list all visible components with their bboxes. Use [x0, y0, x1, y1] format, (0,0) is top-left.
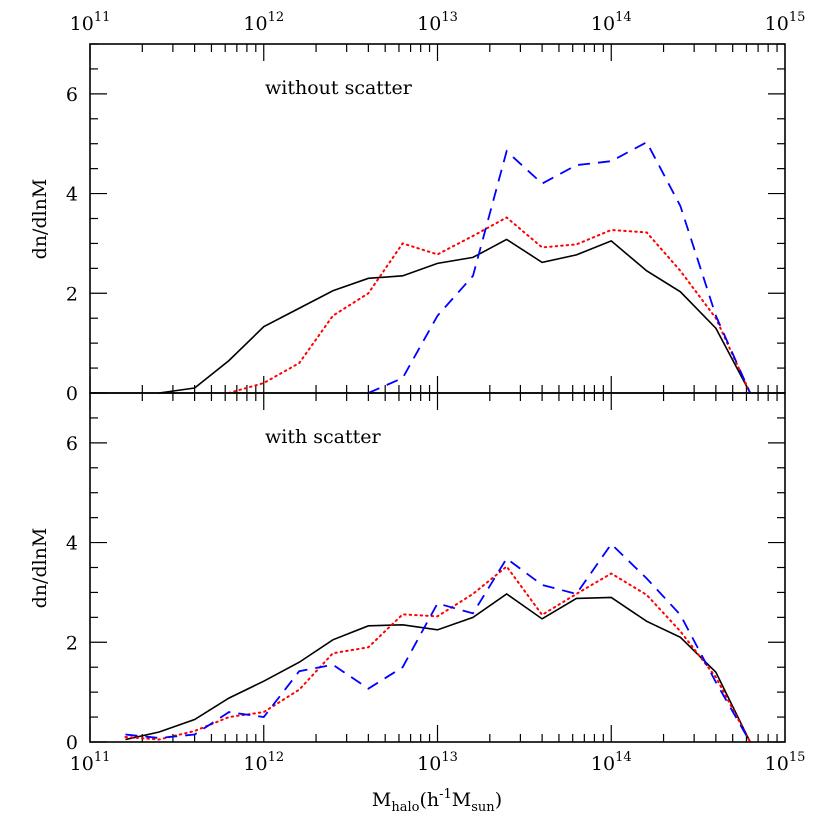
x-tick-label: 1013: [417, 750, 458, 775]
series-line-dotted: [124, 565, 752, 743]
x-tick-label: 1011: [70, 10, 111, 35]
x-tick-label: 1015: [765, 10, 806, 35]
x-tick-label: 1014: [591, 750, 632, 775]
x-tick-label: 1012: [243, 10, 284, 35]
series-line-solid: [159, 238, 751, 394]
bottom-panel-ticks: [89, 392, 785, 743]
x-axis-label-m: M: [372, 789, 391, 811]
x-axis-label: Mhalo(h-1Msun): [372, 787, 502, 815]
y-tick-label: 0: [66, 383, 78, 405]
bottom-x-tick-labels: 1011 1012 1013 1014 1015: [70, 750, 806, 775]
bottom-panel-y-tick-labels: 0 2 4 6: [66, 433, 78, 754]
bottom-panel-series: [124, 542, 752, 743]
y-tick-label: 6: [66, 433, 78, 455]
y-tick-label: 2: [66, 283, 78, 305]
x-tick-label: 1014: [591, 10, 632, 35]
top-panel: 0 2 4 6 1011 1012 1013 1014 1015 without scatte…: [29, 10, 805, 405]
y-tick-label: 4: [66, 533, 78, 555]
series-line-dashed: [125, 542, 751, 743]
y-tick-label: 2: [66, 632, 78, 654]
x-axis-label-sup: -1: [439, 787, 452, 802]
top-panel-y-tick-labels: 0 2 4 6: [66, 84, 78, 405]
x-axis-label-close: ): [495, 789, 502, 811]
series-line-solid: [125, 592, 751, 743]
x-tick-label: 1015: [765, 750, 806, 775]
y-tick-label: 6: [66, 84, 78, 106]
top-x-tick-labels: 1011 1012 1013 1014 1015: [70, 10, 806, 35]
top-panel-ticks: [89, 43, 785, 394]
bottom-panel-y-axis-label: dn/dlnM: [29, 528, 51, 609]
bottom-panel-frame: [89, 392, 786, 743]
top-panel-frame: [89, 43, 786, 394]
y-tick-label: 4: [66, 184, 78, 206]
series-line-dashed: [368, 141, 751, 394]
top-panel-annotation: without scatter: [265, 77, 413, 99]
x-tick-label: 1013: [417, 10, 458, 35]
bottom-panel-annotation: with scatter: [265, 426, 381, 448]
x-axis-label-m2: M: [452, 789, 471, 811]
x-axis-label-open: (h: [419, 789, 439, 811]
x-axis-label-sub2: sun: [471, 800, 495, 815]
bottom-panel: 0 2 4 6 1011 1012 1013 1014 1015 with scatter d…: [29, 392, 806, 815]
x-tick-label: 1012: [243, 750, 284, 775]
top-panel-series: [159, 141, 752, 394]
x-axis-label-sub: halo: [391, 800, 419, 815]
x-tick-label: 1011: [70, 750, 111, 775]
top-panel-y-axis-label: dn/dlnM: [29, 179, 51, 260]
y-tick-label: 0: [66, 732, 78, 754]
series-line-dotted: [227, 216, 752, 394]
